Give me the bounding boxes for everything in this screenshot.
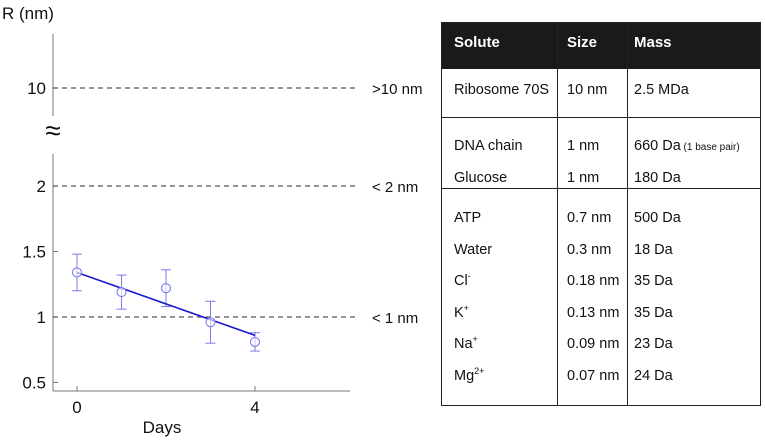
header-cell: Solute (454, 34, 500, 51)
charge-superscript: + (463, 302, 469, 313)
reference-label: >10 nm (372, 81, 422, 98)
solute-cell: Mg2+ (454, 365, 485, 384)
x-axis-label: Days (143, 418, 182, 437)
fit-line (76, 271, 256, 337)
mass-cell: 24 Da (634, 367, 673, 384)
size-cell: 1 nm (567, 138, 600, 154)
header-cell: Mass (634, 34, 672, 51)
size-cell: 1 nm (567, 169, 600, 186)
charge-superscript: - (467, 271, 471, 282)
solute-cell: Water (454, 241, 493, 258)
y-tick-label: 2 (37, 177, 46, 196)
size-cell: 0.3 nm (567, 241, 612, 258)
x-tick-label: 0 (72, 398, 81, 417)
chart-axes: ≈0.5 1 1.5 2 10 0 4 (22, 34, 350, 417)
solute-cell: Na+ (454, 334, 478, 352)
mass-cell: 180 Da (634, 169, 681, 186)
solute-cell: K+ (454, 302, 469, 321)
solute-cell: Cl- (454, 271, 471, 289)
y-tick-label: 10 (27, 79, 46, 98)
data-point (205, 317, 216, 328)
solute-cell: ATP (454, 210, 482, 226)
size-cell: 0.07 nm (567, 367, 620, 384)
mass-note: (1 base pair) (680, 142, 740, 153)
mass-cell: 500 Da (634, 210, 681, 226)
solute-cell: Ribosome 70S (454, 82, 550, 98)
reference-label: < 1 nm (372, 310, 418, 327)
size-cell: 10 nm (567, 82, 608, 98)
mass-cell: 660 Da (1 base pair) (634, 138, 740, 154)
solute-cell: Glucose (454, 169, 508, 186)
column-divider (627, 23, 628, 405)
data-point (160, 283, 172, 294)
data-marks (71, 253, 261, 352)
solute-cell: DNA chain (454, 138, 523, 154)
mass-cell: 2.5 MDa (634, 82, 689, 98)
size-cell: 0.18 nm (567, 273, 620, 289)
data-point (249, 336, 261, 347)
mass-cell: 35 Da (634, 304, 673, 321)
mass-cell: 18 Da (634, 241, 673, 258)
size-cell: 0.7 nm (567, 210, 612, 226)
y-axis-label: R (nm) (2, 4, 54, 23)
data-point (71, 267, 83, 278)
table-header (442, 23, 760, 69)
size-cell: 0.13 nm (567, 304, 620, 321)
axis-break-symbol: ≈ (45, 115, 60, 146)
y-tick-label: 1 (37, 308, 46, 327)
mass-cell: 35 Da (634, 273, 673, 289)
reference-label: < 2 nm (372, 179, 418, 196)
header-cell: Size (567, 34, 598, 51)
charge-superscript: + (472, 334, 478, 345)
reference-lines: >10 nm < 2 nm < 1 nm (53, 81, 422, 327)
x-tick-label: 4 (250, 398, 259, 417)
y-tick-label: 0.5 (22, 374, 46, 393)
data-point (116, 287, 127, 298)
charge-superscript: 2+ (474, 365, 485, 376)
solute-table: Solute Size Mass Ribosome 70S 10 nm 2.5 MDa DN… (441, 22, 761, 406)
mass-cell: 23 Da (634, 336, 673, 352)
group-divider (442, 188, 760, 189)
group-divider (442, 117, 760, 118)
y-tick-label: 1.5 (22, 243, 46, 262)
column-divider (557, 23, 558, 405)
size-cell: 0.09 nm (567, 336, 620, 352)
